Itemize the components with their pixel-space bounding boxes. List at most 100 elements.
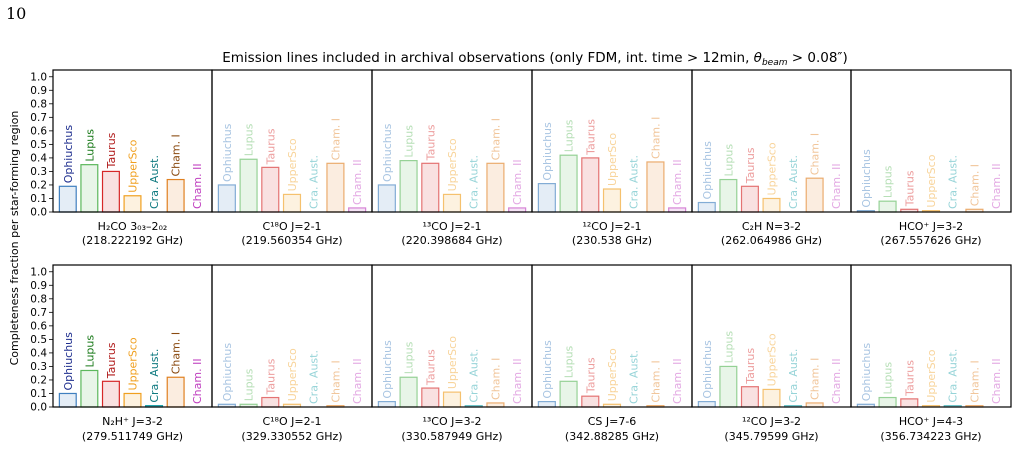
bar-label: Cham. II bbox=[191, 358, 204, 404]
bar-label: UpperSco bbox=[925, 349, 938, 402]
y-axis-label: Completeness fraction per star-forming r… bbox=[8, 111, 21, 366]
bar-label: Cham. I bbox=[329, 118, 342, 160]
bar-taurus bbox=[261, 166, 280, 213]
bar-cham-i bbox=[805, 177, 824, 213]
bar-ophiuchus bbox=[377, 400, 396, 408]
panel-line-label: H₂CO 3₀₃–2₀₂ bbox=[98, 220, 168, 233]
bar-label: UpperSco bbox=[606, 133, 619, 186]
bar-label: UpperSco bbox=[766, 333, 779, 386]
panel-freq-label: (218.222192 GHz) bbox=[82, 234, 183, 247]
bar-cham-ii bbox=[508, 207, 527, 213]
bar-lupus bbox=[559, 154, 578, 213]
bar-label: Taurus bbox=[744, 147, 757, 184]
bar-taurus bbox=[900, 398, 919, 408]
bar-taurus bbox=[581, 395, 600, 408]
panel-freq-label: (345.79599 GHz) bbox=[724, 430, 818, 443]
bar-label: Cham. II bbox=[511, 159, 524, 205]
panel-line-label: CS J=7-6 bbox=[588, 415, 637, 428]
panel-frame bbox=[850, 264, 1012, 408]
bar-label: Cham. I bbox=[170, 332, 183, 374]
bar-label: Lupus bbox=[882, 165, 895, 198]
panel-4: Ophiuchus Lupus Taurus UpperSco Cra. Aust. Ch… bbox=[531, 69, 693, 247]
bar-lupus bbox=[559, 380, 578, 408]
bar-label: Cra. Aust. bbox=[628, 350, 641, 404]
panel-8: Ophiuchus Lupus Taurus UpperSco Cra. Aust. Ch… bbox=[211, 264, 373, 443]
panel-freq-label: (219.560354 GHz) bbox=[241, 234, 342, 247]
bar-label: Ophiuchus bbox=[541, 122, 554, 181]
bar-label: Lupus bbox=[243, 368, 256, 401]
bar-label: Taurus bbox=[584, 119, 597, 156]
bar-label: UpperSco bbox=[286, 138, 299, 191]
bar-taurus bbox=[101, 170, 120, 213]
figure-title-theta: θ bbox=[754, 50, 762, 66]
bar-label: Taurus bbox=[744, 348, 757, 385]
bar-label: Cham. I bbox=[968, 164, 981, 206]
bar-label: UpperSco bbox=[446, 336, 459, 389]
bar-label: Cham. I bbox=[968, 360, 981, 402]
bar-uppersco bbox=[282, 193, 302, 213]
bar-ophiuchus bbox=[58, 392, 77, 408]
y-tick-label: 0.0 bbox=[30, 207, 47, 219]
bar-uppersco bbox=[123, 195, 142, 213]
panel-line-label: ¹³CO J=3-2 bbox=[422, 415, 481, 428]
bar-uppersco bbox=[442, 193, 462, 213]
bar-uppersco bbox=[123, 392, 142, 408]
bar-label: Cham. II bbox=[511, 358, 524, 404]
bar-label: Taurus bbox=[903, 170, 916, 207]
bar-label: Cham. I bbox=[809, 133, 822, 175]
bar-lupus bbox=[399, 376, 418, 408]
bar-uppersco bbox=[602, 188, 622, 213]
panel-frame bbox=[850, 69, 1012, 213]
bar-label: Cra. Aust. bbox=[787, 155, 800, 209]
panel-freq-label: (330.587949 GHz) bbox=[401, 430, 502, 443]
panel-6: Ophiuchus Lupus Taurus UpperSco Cra. Aust. Ch… bbox=[850, 69, 1012, 247]
bar-label: Cra. Aust. bbox=[947, 155, 960, 209]
bar-label: Cham. II bbox=[830, 358, 843, 404]
bar-label: UpperSco bbox=[766, 142, 779, 195]
bar-ophiuchus bbox=[697, 201, 716, 213]
panel-5: Ophiuchus Lupus Taurus UpperSco Cra. Aust. Ch… bbox=[691, 69, 852, 247]
bar-label: Lupus bbox=[243, 123, 256, 156]
bar-cham-i bbox=[486, 162, 505, 213]
bar-label: UpperSco bbox=[925, 154, 938, 207]
panel-7: 0.0 0.1 0.20.3 0.40.5 0.60.7 0.80.9 1.0 Ophiuch… bbox=[30, 264, 213, 443]
bar-cham-i bbox=[646, 161, 665, 213]
y-tick-label: 0.3 bbox=[30, 361, 47, 373]
bar-label: Cra. Aust. bbox=[787, 349, 800, 403]
bar-label: Cham. II bbox=[191, 163, 204, 209]
bar-label: Ophiuchus bbox=[381, 340, 394, 399]
figure-title-suffix: > 0.08″) bbox=[787, 50, 847, 66]
bar-label: Taurus bbox=[105, 342, 118, 379]
bar-label: Cham. I bbox=[649, 360, 662, 402]
bar-label: Cra. Aust. bbox=[148, 155, 161, 209]
bar-label: Taurus bbox=[264, 358, 277, 395]
bar-label: UpperSco bbox=[127, 337, 140, 390]
panel-freq-label: (267.557626 GHz) bbox=[880, 234, 981, 247]
y-tick-label: 0.4 bbox=[30, 152, 47, 164]
y-tick-label: 1.0 bbox=[30, 266, 47, 278]
bar-label: Taurus bbox=[424, 349, 437, 386]
bar-label: Cham. II bbox=[671, 159, 684, 205]
panel-11: Ophiuchus Lupus Taurus UpperSco Cra. Aust. Ch… bbox=[691, 264, 852, 443]
bar-label: Cham. II bbox=[351, 159, 364, 205]
bar-taurus bbox=[261, 396, 280, 408]
bar-label: Cham. II bbox=[830, 163, 843, 209]
bar-ophiuchus bbox=[377, 184, 396, 213]
y-tick-label: 0.1 bbox=[30, 388, 47, 400]
panel-line-label: N₂H⁺ J=3-2 bbox=[102, 415, 163, 428]
y-tick-label: 0.8 bbox=[30, 293, 47, 305]
bar-label: Lupus bbox=[403, 341, 416, 374]
bar-label: Ophiuchus bbox=[701, 340, 714, 399]
bar-lupus bbox=[878, 200, 897, 213]
bar-uppersco bbox=[762, 197, 781, 213]
bar-lupus bbox=[80, 164, 99, 213]
y-tick-label: 0.7 bbox=[30, 112, 47, 124]
bar-cham-ii bbox=[348, 207, 367, 213]
page-number: 10 bbox=[6, 4, 27, 23]
panel-line-label: HCO⁺ J=4-3 bbox=[899, 415, 963, 428]
bar-cham-i bbox=[805, 402, 824, 408]
panel-line-label: ¹²CO J=2-1 bbox=[582, 220, 641, 233]
bar-cham-i bbox=[326, 162, 345, 213]
panel-freq-label: (230.538 GHz) bbox=[572, 234, 652, 247]
bar-label: Lupus bbox=[882, 362, 895, 395]
